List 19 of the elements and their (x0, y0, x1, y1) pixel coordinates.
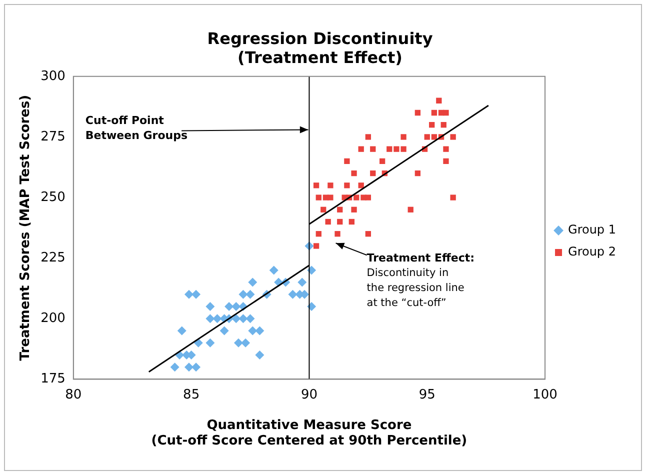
y-tick-label: 200 (40, 311, 66, 326)
legend-label: Group 2 (568, 244, 616, 259)
y-tick-label: 175 (40, 372, 66, 387)
annotation: Discontinuity in the regression line at the “cut-off” (366, 267, 464, 310)
x-tick-label: 95 (418, 387, 436, 402)
legend-label: Group 1 (568, 222, 616, 237)
x-tick-label: 100 (532, 387, 558, 402)
y-axis-title: Treatment Scores (MAP Test Scores) (18, 94, 34, 361)
x-tick-label: 90 (300, 387, 318, 402)
x-tick-label: 80 (65, 387, 82, 402)
chart-title: Regression Discontinuity (Treatment Effect) (207, 28, 434, 67)
annotation: Cut-off Point Between Groups (85, 114, 188, 142)
x-axis-title: Quantitative Measure Score (Cut-off Score Centered at 90th Percentile) (151, 418, 468, 449)
y-tick-label: 275 (40, 129, 66, 144)
annotation: Treatment Effect: (366, 251, 475, 264)
y-tick-label: 250 (40, 190, 66, 205)
y-tick-label: 225 (40, 250, 66, 266)
y-tick-label: 300 (40, 68, 66, 84)
x-tick-label: 85 (183, 387, 200, 402)
